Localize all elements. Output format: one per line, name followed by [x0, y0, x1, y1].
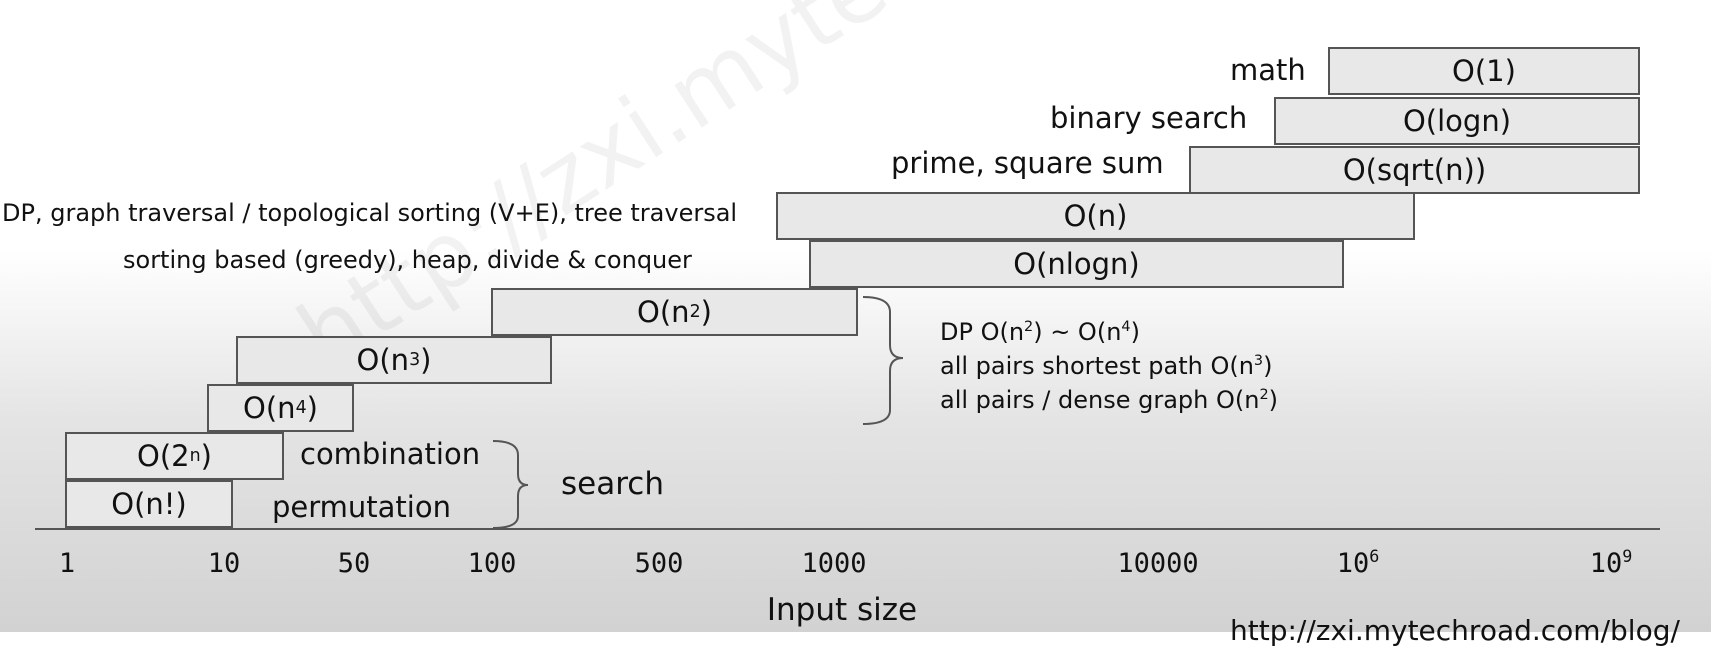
note-apsp-c: ) [1263, 352, 1273, 380]
footer-url[interactable]: http://zxi.mytechroad.com/blog/ [1230, 614, 1680, 647]
note-dp-e2: 4 [1121, 319, 1131, 335]
note-dp-c: ) [1130, 318, 1140, 346]
x-axis-title: Input size [766, 592, 918, 628]
note-dp: DP O(n2) ~ O(n4) [940, 318, 1140, 346]
box-on4: O(n 4) [207, 384, 354, 432]
note-dp-b: ) ~ O(n [1033, 318, 1122, 346]
box-o1: O(1) [1328, 47, 1640, 95]
box-on: O(n) [776, 192, 1415, 240]
tick-10: 10 [207, 548, 241, 579]
search-brace [492, 440, 529, 529]
box-onlogn-text: O(nlogn) [1013, 247, 1140, 281]
box-on2: O(n 2) [491, 288, 858, 336]
box-on3-base: O(n [356, 343, 410, 377]
box-ologn-text: O(logn) [1402, 104, 1512, 138]
box-onfact-text: O(n!) [111, 487, 187, 521]
box-o2n-base: O(2 [137, 439, 190, 473]
box-o1-text: O(1) [1452, 54, 1516, 88]
note-dense-e1: 2 [1259, 387, 1269, 403]
label-sorting: sorting based (greedy), heap, divide & c… [123, 246, 692, 274]
box-ologn: O(logn) [1274, 97, 1640, 145]
note-dense-c: ) [1268, 386, 1278, 414]
note-dp-a: DP O(n [940, 318, 1025, 346]
label-prime-square-sum: prime, square sum [891, 146, 1164, 180]
tick-10e6-exp: 6 [1369, 546, 1380, 566]
tick-1: 1 [58, 548, 76, 579]
tick-10e9-exp: 9 [1622, 546, 1633, 566]
tick-10000: 10000 [1117, 548, 1199, 579]
tick-10e6: 106 [1337, 548, 1380, 579]
note-dp-e1: 2 [1024, 319, 1034, 335]
note-dense: all pairs / dense graph O(n2) [940, 386, 1278, 414]
box-on3-close: ) [420, 343, 432, 377]
label-math: math [1230, 53, 1306, 87]
box-osqrtn-text: O(sqrt(n)) [1342, 153, 1487, 187]
tick-10e9-base: 10 [1589, 548, 1623, 579]
note-dense-a: all pairs / dense graph O(n [940, 386, 1260, 414]
box-on3: O(n 3) [236, 336, 552, 384]
label-combination: combination [300, 437, 481, 471]
box-onlogn: O(nlogn) [809, 240, 1344, 288]
label-binary-search: binary search [1050, 101, 1248, 135]
note-apsp-e1: 3 [1253, 353, 1264, 369]
label-search: search [561, 466, 664, 502]
box-on-text: O(n) [1063, 199, 1128, 233]
tick-100: 100 [467, 548, 517, 579]
box-osqrtn: O(sqrt(n)) [1189, 146, 1640, 194]
box-on4-base: O(n [243, 391, 296, 425]
box-on2-base: O(n [637, 295, 690, 329]
tick-50: 50 [337, 548, 371, 579]
box-onfact: O(n!) [65, 480, 233, 528]
label-permutation: permutation [272, 490, 451, 524]
x-axis-line [35, 528, 1660, 530]
note-apsp: all pairs shortest path O(n3) [940, 352, 1272, 380]
box-on2-close: ) [700, 295, 712, 329]
tick-500: 500 [634, 548, 684, 579]
note-apsp-a: all pairs shortest path O(n [940, 352, 1254, 380]
box-on4-close: ) [306, 391, 318, 425]
box-o2n-close: ) [200, 439, 212, 473]
tick-10e6-base: 10 [1336, 548, 1370, 579]
n-power-brace [862, 296, 904, 425]
tick-1000: 1000 [801, 548, 867, 579]
tick-10e9: 109 [1590, 548, 1633, 579]
box-o2n: O(2 n) [65, 432, 284, 480]
label-dp-graph: DP, graph traversal / topological sortin… [2, 199, 738, 227]
